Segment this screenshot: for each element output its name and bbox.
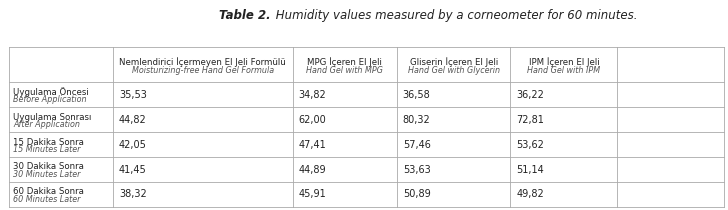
Text: 72,81: 72,81 bbox=[516, 115, 544, 125]
Text: 49,82: 49,82 bbox=[516, 189, 544, 200]
Text: 38,32: 38,32 bbox=[119, 189, 146, 200]
Text: After Application: After Application bbox=[13, 120, 80, 129]
Text: 53,63: 53,63 bbox=[403, 164, 430, 175]
Text: 47,41: 47,41 bbox=[298, 140, 326, 150]
Text: 36,22: 36,22 bbox=[516, 90, 544, 100]
Text: Humidity values measured by a corneometer for 60 minutes.: Humidity values measured by a corneomete… bbox=[272, 9, 638, 22]
Text: MPG İçeren El Jeli: MPG İçeren El Jeli bbox=[307, 57, 382, 67]
Text: Hand Gel with IPM: Hand Gel with IPM bbox=[527, 66, 601, 75]
Text: 44,89: 44,89 bbox=[298, 164, 326, 175]
Text: 41,45: 41,45 bbox=[119, 164, 146, 175]
Text: Uygulama Öncesi: Uygulama Öncesi bbox=[13, 87, 89, 97]
Text: 34,82: 34,82 bbox=[298, 90, 326, 100]
Text: 57,46: 57,46 bbox=[403, 140, 431, 150]
Text: 42,05: 42,05 bbox=[119, 140, 147, 150]
Text: 51,14: 51,14 bbox=[516, 164, 544, 175]
Text: 36,58: 36,58 bbox=[403, 90, 430, 100]
Text: Before Application: Before Application bbox=[13, 95, 87, 104]
Text: 50,89: 50,89 bbox=[403, 189, 430, 200]
Text: 15 Minutes Later: 15 Minutes Later bbox=[13, 145, 81, 154]
Text: 30 Dakika Sonra: 30 Dakika Sonra bbox=[13, 163, 84, 172]
Text: 30 Minutes Later: 30 Minutes Later bbox=[13, 170, 81, 179]
Text: 60 Minutes Later: 60 Minutes Later bbox=[13, 194, 81, 203]
Text: 62,00: 62,00 bbox=[298, 115, 326, 125]
Text: 35,53: 35,53 bbox=[119, 90, 147, 100]
Text: Nemlendirici İçermeyen El Jeli Formülü: Nemlendirici İçermeyen El Jeli Formülü bbox=[119, 57, 286, 67]
Text: 15 Dakika Sonra: 15 Dakika Sonra bbox=[13, 138, 84, 147]
Text: Uygulama Sonrası: Uygulama Sonrası bbox=[13, 113, 92, 122]
Text: 80,32: 80,32 bbox=[403, 115, 430, 125]
Text: 44,82: 44,82 bbox=[119, 115, 146, 125]
Text: Moisturizing-free Hand Gel Formula: Moisturizing-free Hand Gel Formula bbox=[132, 66, 274, 75]
Text: 60 Dakika Sonra: 60 Dakika Sonra bbox=[13, 187, 84, 196]
Text: Hand Gel with MPG: Hand Gel with MPG bbox=[306, 66, 383, 75]
Text: Gliserin İçeren El Jeli: Gliserin İçeren El Jeli bbox=[410, 57, 498, 67]
Text: IPM İçeren El Jeli: IPM İçeren El Jeli bbox=[529, 57, 599, 67]
Text: Table 2.: Table 2. bbox=[219, 9, 271, 22]
Text: 53,62: 53,62 bbox=[516, 140, 544, 150]
Text: Hand Gel with Glycerin: Hand Gel with Glycerin bbox=[408, 66, 499, 75]
Text: 45,91: 45,91 bbox=[298, 189, 326, 200]
